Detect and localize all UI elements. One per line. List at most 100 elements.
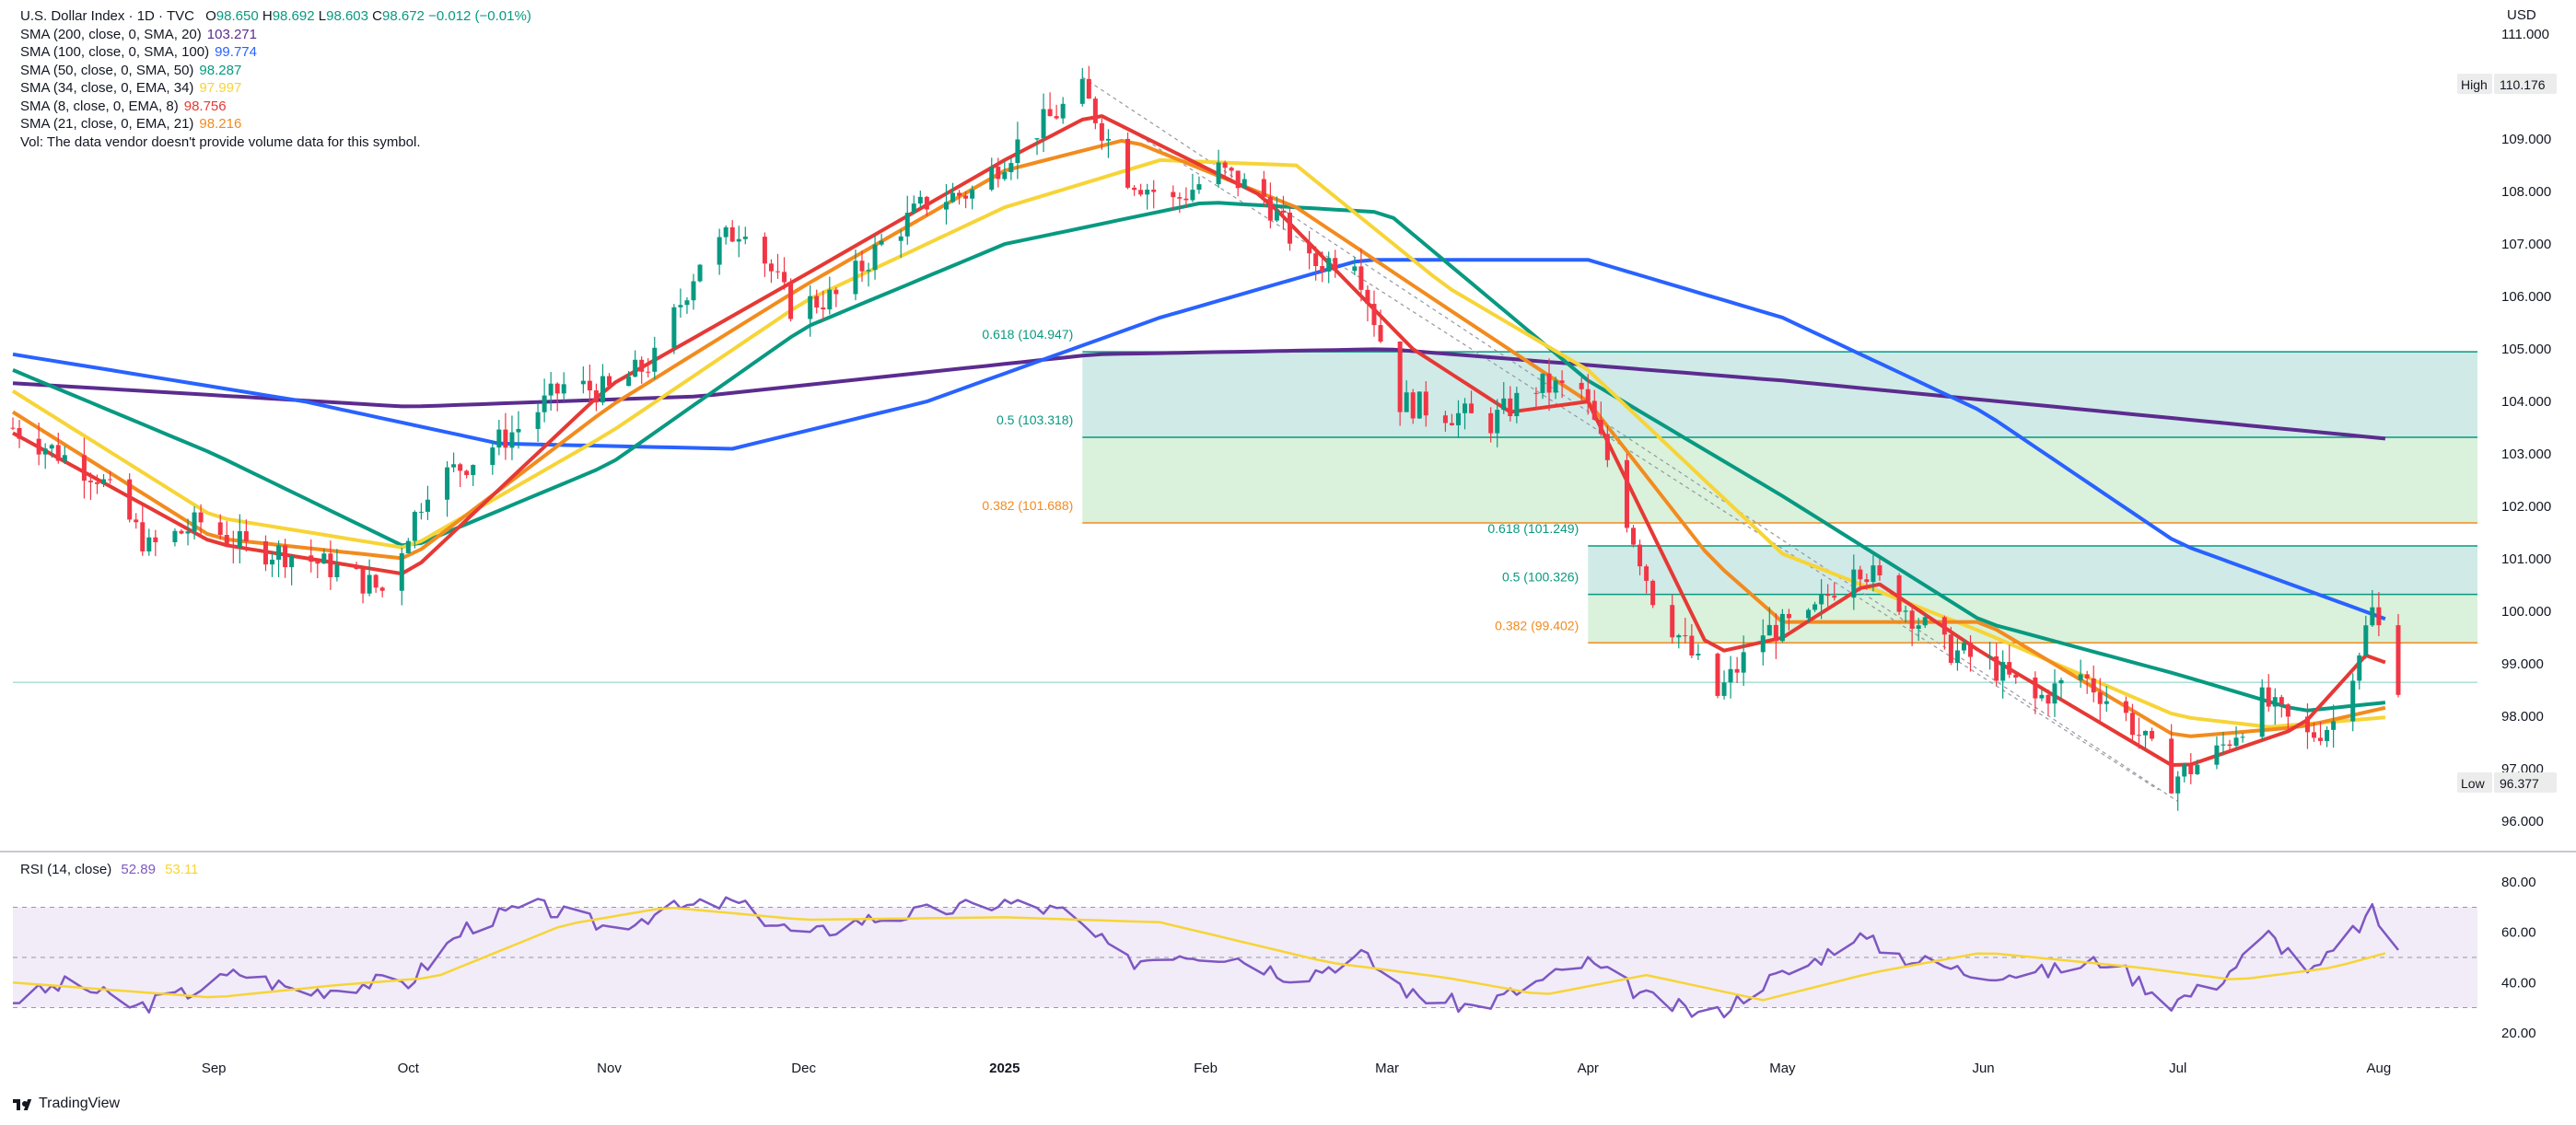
candle-body: [1047, 109, 1053, 117]
candle-body: [2325, 729, 2330, 741]
time-tick-label: Sep: [202, 1061, 227, 1076]
candle-body: [10, 427, 16, 429]
candle-body: [2091, 678, 2096, 693]
candle-body: [2266, 687, 2271, 707]
price-tick-label: 104.000: [2501, 394, 2551, 410]
candle-body: [237, 531, 242, 548]
candle-body: [1508, 398, 1513, 417]
candle-body: [1092, 99, 1098, 123]
candle-body: [1553, 380, 1558, 393]
candle-body: [490, 447, 495, 465]
candle-body: [671, 307, 677, 348]
candle-body: [742, 237, 748, 239]
candle-body: [1877, 565, 1882, 575]
candle-body: [87, 481, 93, 482]
candle-body: [1365, 289, 1370, 305]
candle-body: [1987, 655, 1993, 657]
open-label: O: [205, 8, 216, 24]
candle-body: [1410, 392, 1416, 419]
indicator-row: SMA (200, close, 0, SMA, 20) 103.271: [20, 26, 531, 44]
low-tag-value-box: [2494, 772, 2557, 793]
candle-body: [600, 376, 605, 403]
candle-body: [243, 531, 249, 542]
candle-body: [996, 167, 1001, 180]
candle-body: [2220, 744, 2226, 746]
candle-body: [633, 359, 638, 377]
candle-body: [768, 263, 774, 272]
candle-body: [1961, 643, 1966, 651]
tradingview-logo-icon: [13, 1097, 33, 1110]
candle-body: [405, 540, 411, 553]
time-tick-label: Nov: [597, 1061, 622, 1076]
candle-body: [1766, 624, 1772, 636]
candle-body: [1689, 635, 1695, 656]
candle-body: [1196, 184, 1202, 191]
time-tick-label: Apr: [1578, 1061, 1599, 1076]
candle-body: [2240, 736, 2245, 738]
time-tick-label: Aug: [2367, 1061, 2392, 1076]
candle-body: [542, 395, 547, 412]
candle-body: [1715, 654, 1720, 696]
symbol-row: U.S. Dollar Index · 1D · TVC O98.650 H98…: [20, 7, 531, 26]
candle-body: [2233, 737, 2239, 747]
candle-body: [309, 555, 314, 562]
currency-label[interactable]: USD: [2507, 7, 2536, 23]
candle-body: [2318, 737, 2324, 741]
candle-body: [639, 359, 645, 372]
candle-body: [1598, 419, 1603, 435]
candle-body: [36, 438, 41, 455]
candle-body: [1495, 410, 1500, 434]
fib-label: 0.5 (100.326): [1502, 570, 1579, 585]
candle-body: [580, 380, 586, 385]
candle-body: [412, 512, 417, 541]
candle-body: [717, 237, 722, 265]
time-tick-label: Mar: [1375, 1061, 1399, 1076]
candle-body: [554, 383, 560, 394]
candle-body: [788, 282, 794, 319]
candle-body: [1858, 569, 1863, 580]
candle-body: [1773, 624, 1778, 642]
candle-body: [55, 445, 61, 461]
indicator-value: 98.756: [183, 98, 227, 114]
price-tick-label: 109.000: [2501, 132, 2551, 147]
candle-body: [1533, 392, 1539, 394]
indicator-row: SMA (100, close, 0, SMA, 100) 99.774: [20, 43, 531, 62]
candle-body: [140, 522, 146, 551]
candle-body: [697, 264, 703, 282]
candle-body: [729, 226, 735, 242]
candle-body: [684, 300, 690, 306]
candle-body: [1274, 210, 1279, 221]
time-tick-label: Jul: [2169, 1061, 2186, 1076]
tradingview-logo[interactable]: TradingView: [13, 1096, 120, 1112]
rsi-label: RSI (14, close): [20, 862, 112, 877]
sma-200-line: [12, 347, 2386, 441]
candle-body: [399, 552, 404, 591]
candle-body: [2129, 713, 2135, 736]
candle-body: [1819, 594, 1824, 605]
candle-body: [593, 390, 599, 403]
candle-body: [1261, 179, 1266, 197]
price-tick-label: 105.000: [2501, 342, 2551, 357]
rsi-value: 52.89: [121, 862, 156, 877]
candle-body: [1696, 654, 1701, 656]
candle-body: [81, 455, 87, 481]
candle-body: [833, 289, 839, 295]
candle-body: [535, 412, 541, 429]
candle-body: [866, 270, 871, 272]
candle-body: [1501, 398, 1507, 411]
fib-label: 0.618 (104.947): [982, 327, 1073, 342]
trendline: [1081, 76, 2179, 803]
candle-body: [1631, 528, 1637, 545]
candle-body: [379, 587, 385, 591]
trendlines: [1081, 76, 2179, 803]
indicator-row: SMA (21, close, 0, EMA, 21) 98.216: [20, 115, 531, 133]
candle-body: [367, 574, 372, 594]
candle-body: [1287, 212, 1292, 244]
candle-body: [425, 499, 430, 512]
candle-body: [1832, 596, 1837, 598]
indicator-row: SMA (8, close, 0, EMA, 8) 98.756: [20, 98, 531, 116]
candle-body: [1760, 635, 1766, 653]
indicator-label: SMA (200, close, 0, SMA, 20): [20, 26, 202, 42]
candle-body: [782, 272, 787, 283]
